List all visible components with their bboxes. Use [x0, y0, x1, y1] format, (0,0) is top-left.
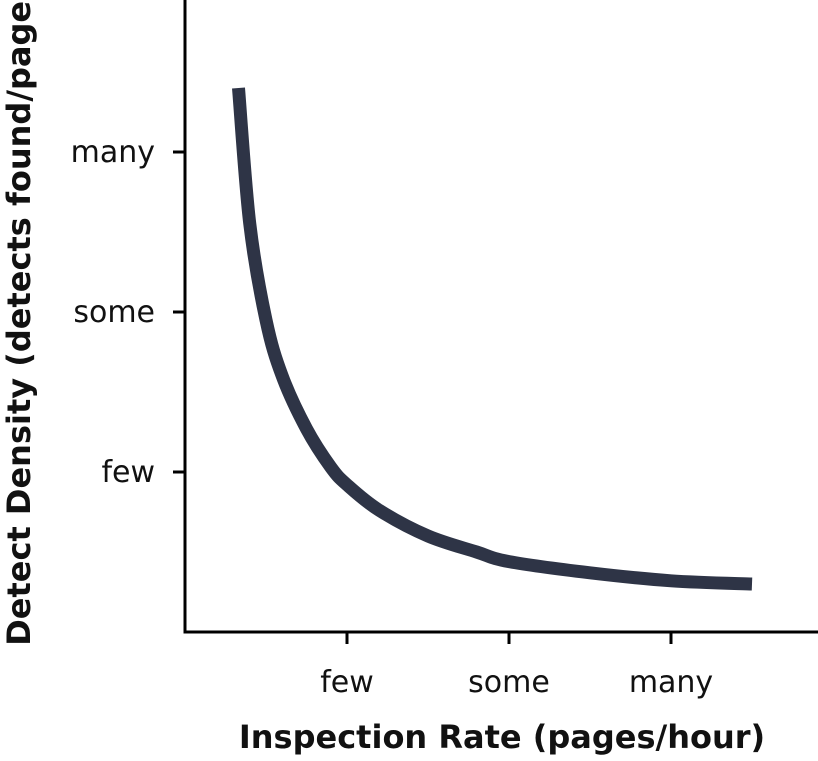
- x-tick-label: many: [629, 665, 713, 700]
- x-tick-label: some: [468, 665, 550, 700]
- y-tick-label: many: [71, 135, 155, 170]
- x-tick-label: few: [320, 665, 374, 700]
- x-axis-title: Inspection Rate (pages/hour): [239, 718, 765, 756]
- axis-ticks: few some many few some many: [71, 135, 714, 700]
- y-axis-title: Detect Density (detects found/page): [0, 0, 38, 646]
- series-line: [232, 87, 753, 591]
- y-tick-label: some: [73, 295, 155, 330]
- plot-area: [232, 87, 753, 591]
- y-tick-label: few: [101, 455, 155, 490]
